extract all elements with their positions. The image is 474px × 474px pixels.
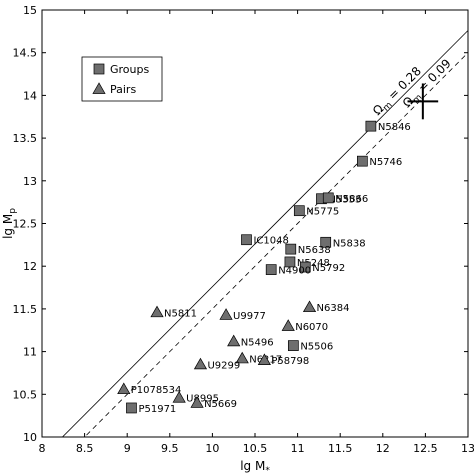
legend-label: Pairs bbox=[110, 83, 136, 96]
x-tick-label: 9 bbox=[124, 442, 131, 455]
x-tick-label: 10 bbox=[205, 442, 219, 455]
x-tick-label: 11 bbox=[291, 442, 305, 455]
square-marker bbox=[93, 63, 105, 75]
x-tick-label: 8 bbox=[39, 442, 46, 455]
y-tick-label: 14 bbox=[23, 89, 37, 102]
triangle-marker bbox=[193, 357, 208, 370]
square-marker bbox=[320, 236, 332, 248]
x-tick-label: 9.5 bbox=[161, 442, 179, 455]
square-marker bbox=[322, 192, 334, 204]
triangle-marker bbox=[257, 353, 271, 365]
triangle-marker bbox=[117, 382, 131, 395]
square-marker bbox=[365, 120, 377, 132]
point-label: N5838 bbox=[333, 238, 366, 249]
square-marker bbox=[299, 261, 311, 273]
y-tick-label: 10.5 bbox=[13, 388, 38, 401]
model-line bbox=[61, 30, 468, 437]
point-label: P58798 bbox=[271, 356, 309, 367]
y-label-sub: p bbox=[8, 208, 18, 214]
model-line bbox=[84, 52, 468, 437]
point-label: N5792 bbox=[312, 263, 345, 274]
triangle-marker bbox=[302, 300, 317, 313]
x-tick-label: 12.5 bbox=[413, 442, 438, 455]
point-label: N5746 bbox=[369, 157, 402, 168]
point-label: N6384 bbox=[317, 303, 350, 314]
point-label: N5775 bbox=[306, 207, 339, 218]
point-label: N5353 bbox=[328, 195, 361, 206]
y-axis-label: lg Mp bbox=[1, 208, 18, 239]
y-tick-label: 11.5 bbox=[13, 303, 38, 316]
triangle-marker bbox=[92, 82, 106, 94]
triangle-marker bbox=[281, 319, 295, 331]
point-label: N5846 bbox=[378, 122, 411, 133]
square-marker bbox=[287, 340, 299, 351]
y-tick-label: 14.5 bbox=[13, 47, 38, 60]
square-marker bbox=[284, 256, 296, 268]
point-label: U9299 bbox=[207, 360, 240, 371]
square-marker bbox=[126, 402, 137, 414]
triangle-marker bbox=[219, 308, 233, 320]
y-tick-label: 15 bbox=[23, 4, 37, 17]
square-marker bbox=[241, 234, 252, 246]
point-label: N5866 bbox=[335, 194, 368, 205]
point-label: N5669 bbox=[204, 399, 237, 410]
point-label: P1078534 bbox=[131, 385, 182, 396]
point-label: N5248 bbox=[297, 258, 330, 269]
x-tick-label: 11.5 bbox=[328, 442, 353, 455]
point-label: U8995 bbox=[186, 394, 219, 405]
point-label: N5496 bbox=[241, 337, 274, 348]
y-tick-label: 12 bbox=[23, 260, 37, 273]
point-label: N5811 bbox=[164, 308, 197, 319]
x-tick-label: 10.5 bbox=[243, 442, 268, 455]
square-marker bbox=[293, 205, 305, 217]
y-tick-label: 13.5 bbox=[13, 132, 38, 145]
legend-label: Groups bbox=[110, 63, 149, 76]
plot-frame bbox=[41, 9, 469, 438]
y-label-main: lg M bbox=[1, 214, 15, 239]
point-label: N5638 bbox=[298, 245, 331, 256]
triangle-marker bbox=[150, 305, 164, 318]
square-marker bbox=[265, 264, 277, 275]
point-label: N6070 bbox=[295, 322, 328, 333]
y-tick-label: 13 bbox=[23, 175, 37, 188]
triangle-marker bbox=[227, 334, 241, 347]
point-label: N4900 bbox=[278, 266, 311, 277]
x-label-sub: * bbox=[265, 466, 270, 474]
square-marker bbox=[285, 243, 297, 255]
x-tick-label: 8.5 bbox=[76, 442, 94, 455]
y-tick-label: 12.5 bbox=[13, 218, 38, 231]
square-marker bbox=[357, 155, 368, 167]
point-label: IC1048 bbox=[253, 236, 288, 247]
y-tick-label: 10 bbox=[23, 431, 37, 444]
triangle-marker bbox=[172, 391, 186, 403]
x-label-main: lg M bbox=[240, 459, 265, 473]
point-label: P51971 bbox=[138, 404, 176, 415]
triangle-marker bbox=[190, 396, 204, 408]
point-label: N5506 bbox=[300, 342, 333, 353]
x-tick-label: 13 bbox=[461, 442, 474, 455]
x-axis-label: lg M* bbox=[240, 459, 270, 474]
x-tick-label: 12 bbox=[376, 442, 390, 455]
point-label: U9977 bbox=[233, 311, 266, 322]
triangle-marker bbox=[235, 351, 249, 364]
y-tick-label: 11 bbox=[23, 346, 37, 359]
